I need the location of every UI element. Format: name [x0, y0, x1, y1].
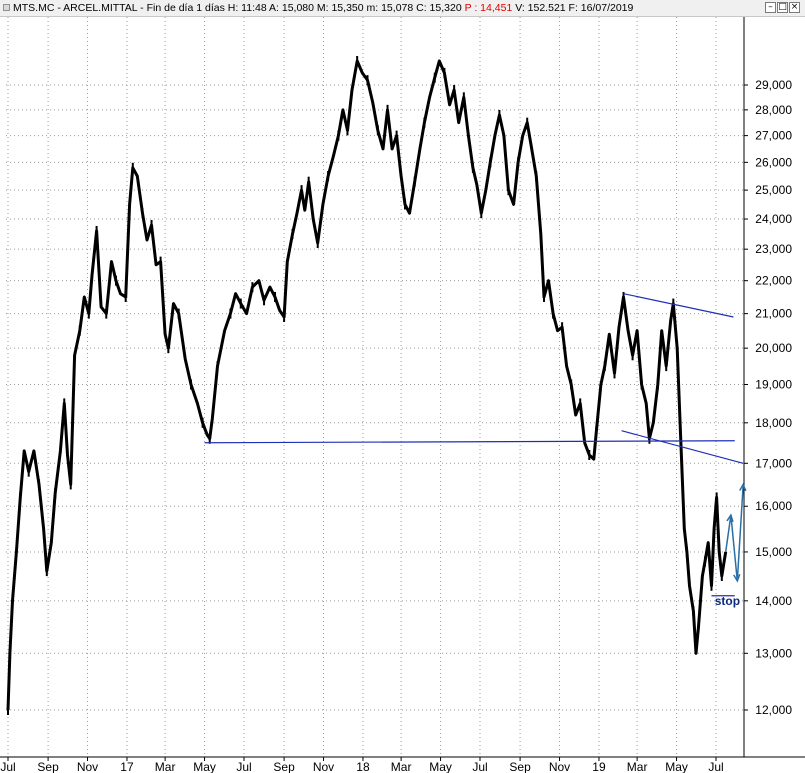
- window-title: MTS.MC - ARCEL.MITTAL - Fin de día 1 día…: [13, 2, 634, 14]
- projection-arrowhead: [726, 513, 734, 523]
- y-axis-ticks: 29,000 28,000 27,000 26,000 25,000 24,000 23,0…: [755, 78, 792, 717]
- upper-trendline: [623, 293, 734, 318]
- x-tick-label: Sep: [509, 760, 531, 773]
- y-tick-label: 20,000: [755, 341, 792, 355]
- x-tick-label: Sep: [273, 760, 295, 773]
- y-tick-label: 13,000: [755, 646, 792, 660]
- y-tick-label: 14,000: [755, 594, 792, 608]
- annotations: stop: [204, 293, 747, 608]
- projection-path: [724, 484, 744, 581]
- x-tick-label: Jul: [472, 760, 487, 773]
- x-tick-label: Mar: [627, 760, 648, 773]
- x-axis-ticks: Jul Sep Nov 17 Mar May Jul Sep Nov 18 Mar May Jul Sep…: [0, 760, 723, 773]
- x-tick-label: May: [429, 760, 452, 773]
- maximize-button[interactable]: □: [777, 2, 788, 13]
- y-tick-label: 12,000: [755, 703, 792, 717]
- y-tick-label: 16,000: [755, 499, 792, 513]
- window-titlebar: MTS.MC - ARCEL.MITTAL - Fin de día 1 día…: [0, 0, 805, 17]
- x-tick-label: Sep: [37, 760, 59, 773]
- title-p: P : 14,451: [464, 2, 513, 14]
- title-m: M: 15,350: [316, 2, 364, 14]
- close-button[interactable]: ×: [789, 2, 800, 13]
- y-tick-label: 25,000: [755, 183, 792, 197]
- x-tick-label: Nov: [77, 760, 98, 773]
- projection-arrowhead: [733, 574, 741, 583]
- x-tick-label: 18: [356, 760, 370, 773]
- title-v: V: 152.521: [515, 2, 566, 14]
- x-tick-label: 19: [592, 760, 606, 773]
- y-tick-label: 27,000: [755, 129, 792, 143]
- y-tick-label: 21,000: [755, 307, 792, 321]
- x-tick-label: Nov: [313, 760, 334, 773]
- title-info: Fin de día 1 días: [146, 2, 225, 14]
- y-tick-label: 17,000: [755, 456, 792, 470]
- x-tick-label: Nov: [549, 760, 570, 773]
- title-f: F: 16/07/2019: [568, 2, 634, 14]
- chart-background: [0, 17, 805, 773]
- x-tick-label: 17: [120, 760, 134, 773]
- y-tick-label: 15,000: [755, 545, 792, 559]
- x-tick-label: Mar: [155, 760, 176, 773]
- title-c: C: 15,320: [416, 2, 462, 14]
- title-a: A: 15,080: [269, 2, 314, 14]
- y-tick-label: 28,000: [755, 103, 792, 117]
- axes: [0, 17, 805, 761]
- minimize-button[interactable]: –: [765, 2, 776, 13]
- window-icon: [3, 4, 10, 11]
- x-tick-label: May: [665, 760, 688, 773]
- price-chart: stop 29,000 28,000 27,000 26,000 25,000 24,00…: [0, 17, 805, 773]
- grid: [6, 17, 743, 757]
- y-tick-label: 19,000: [755, 378, 792, 392]
- x-tick-label: Jul: [236, 760, 251, 773]
- x-tick-label: Mar: [391, 760, 412, 773]
- title-ticker: MTS.MC - ARCEL.MITTAL: [13, 2, 138, 14]
- y-tick-label: 26,000: [755, 155, 792, 169]
- title-h: H: 11:48: [227, 2, 267, 14]
- y-tick-label: 23,000: [755, 242, 792, 256]
- title-mm: m: 15,078: [366, 2, 414, 14]
- x-tick-label: May: [193, 760, 216, 773]
- y-tick-label: 29,000: [755, 78, 792, 92]
- stop-label: stop: [715, 594, 740, 608]
- price-series: [6, 55, 728, 715]
- y-tick-label: 18,000: [755, 416, 792, 430]
- projection-arrowhead: [739, 482, 747, 492]
- y-tick-label: 22,000: [755, 274, 792, 288]
- x-tick-label: Jul: [708, 760, 723, 773]
- y-tick-label: 24,000: [755, 212, 792, 226]
- lower-trendline: [621, 430, 744, 464]
- x-tick-label: Jul: [0, 760, 15, 773]
- support-line: [204, 440, 735, 444]
